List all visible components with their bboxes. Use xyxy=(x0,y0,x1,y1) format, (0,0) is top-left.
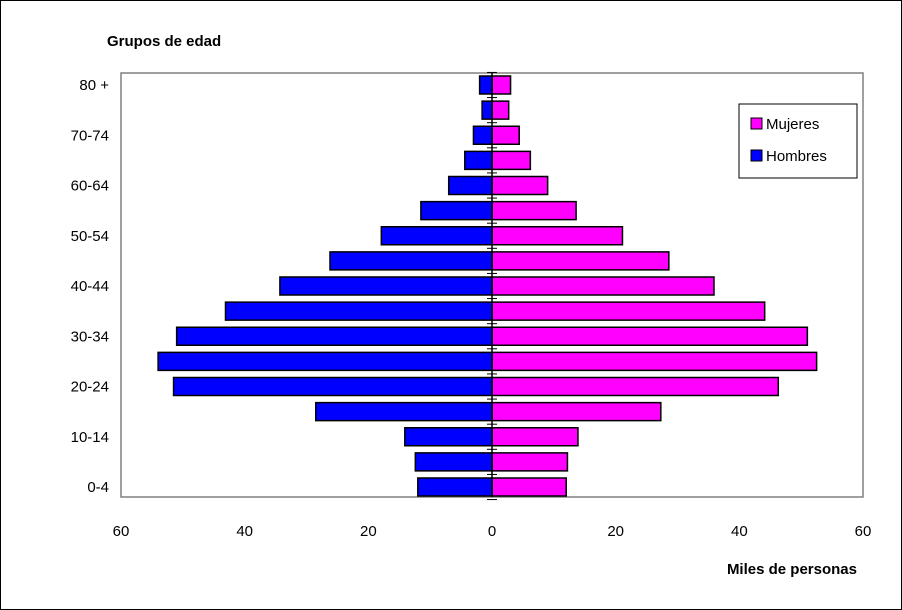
x-tick-label: 40 xyxy=(731,523,748,540)
y-tick-label: 80 + xyxy=(79,77,109,94)
y-tick-label: 10-14 xyxy=(71,429,109,446)
bar-mujeres-50-54 xyxy=(491,226,624,246)
bar-mujeres-45-49 xyxy=(491,251,670,271)
bar-mujeres-10-14 xyxy=(491,427,579,447)
bar-hombres-35-39 xyxy=(224,301,493,321)
x-tick-label: 20 xyxy=(607,523,624,540)
x-tick-label: 60 xyxy=(855,523,872,540)
legend: Mujeres Hombres xyxy=(738,103,858,179)
bar-hombres-70-74 xyxy=(472,125,493,145)
y-tick-label: 70-74 xyxy=(71,127,109,144)
y-tick-label: 50-54 xyxy=(71,228,109,245)
bar-hombres-55-59 xyxy=(420,200,493,221)
y-tick-label: 0-4 xyxy=(87,479,109,496)
bar-mujeres-0-4 xyxy=(491,477,567,497)
x-tick-label: 40 xyxy=(236,523,253,540)
legend-label-mujeres: Mujeres xyxy=(766,116,819,133)
legend-swatch-hombres xyxy=(750,149,763,162)
bar-hombres-30-34 xyxy=(175,326,493,346)
bar-mujeres-30-34 xyxy=(491,326,809,346)
bar-mujeres-75-79 xyxy=(491,100,510,120)
bar-hombres-60-64 xyxy=(447,175,493,196)
bar-hombres-25-29 xyxy=(157,351,493,372)
x-tick-label: 60 xyxy=(113,523,130,540)
bar-hombres-5-9 xyxy=(414,452,493,472)
bar-hombres-40-44 xyxy=(279,276,493,296)
legend-swatch-mujeres xyxy=(750,117,763,130)
x-tick-label: 0 xyxy=(488,523,496,540)
y-tick-label: 20-24 xyxy=(71,379,109,396)
bar-hombres-0-4 xyxy=(417,477,493,497)
bar-hombres-50-54 xyxy=(380,226,493,246)
bar-mujeres-20-24 xyxy=(491,376,780,397)
bar-mujeres-35-39 xyxy=(491,301,766,321)
bar-hombres-20-24 xyxy=(172,376,493,397)
bar-hombres-80 xyxy=(478,75,493,95)
bar-mujeres-40-44 xyxy=(491,276,715,296)
y-tick-label: 40-44 xyxy=(71,278,109,295)
bar-hombres-65-69 xyxy=(464,150,493,171)
x-axis-title: Miles de personas xyxy=(727,561,857,578)
bar-mujeres-60-64 xyxy=(491,175,549,196)
bar-mujeres-15-19 xyxy=(491,401,662,422)
bar-hombres-15-19 xyxy=(315,401,493,422)
bar-hombres-10-14 xyxy=(404,427,493,447)
x-tick-label: 20 xyxy=(360,523,377,540)
bar-mujeres-80 xyxy=(491,75,512,95)
y-axis-title: Grupos de edad xyxy=(107,33,221,50)
legend-label-hombres: Hombres xyxy=(766,148,827,165)
y-tick-label: 60-64 xyxy=(71,178,109,195)
bar-mujeres-65-69 xyxy=(491,150,532,171)
bar-mujeres-5-9 xyxy=(491,452,569,472)
bar-mujeres-25-29 xyxy=(491,351,818,372)
bar-mujeres-55-59 xyxy=(491,200,577,221)
y-tick-label: 30-34 xyxy=(71,328,109,345)
bar-hombres-75-79 xyxy=(481,100,493,120)
legend-box xyxy=(738,103,858,179)
bar-hombres-45-49 xyxy=(329,251,493,271)
bar-mujeres-70-74 xyxy=(491,125,520,145)
